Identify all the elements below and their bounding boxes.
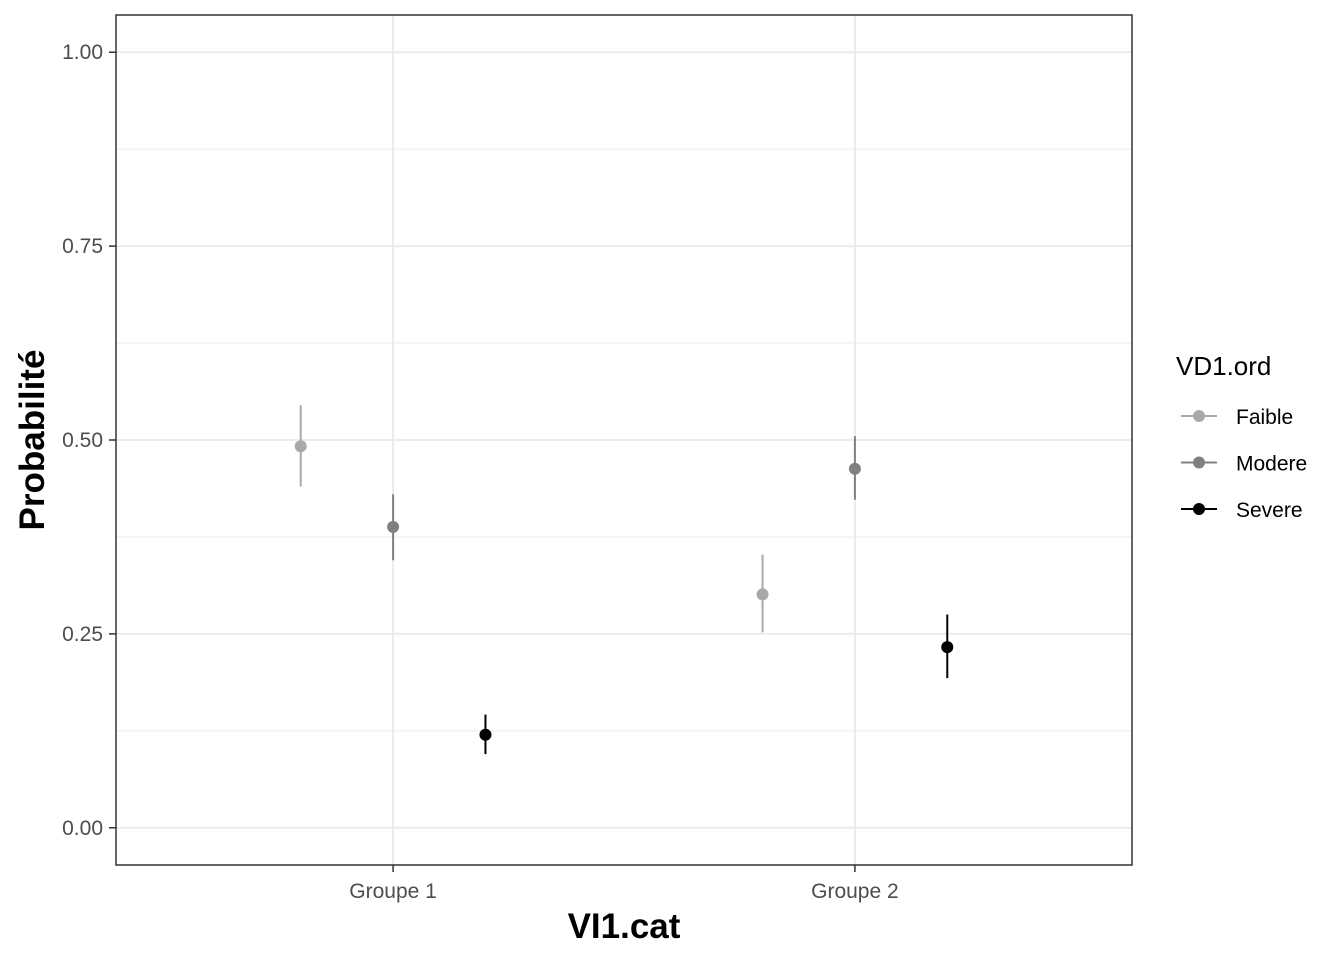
legend-label: Severe [1236,499,1303,522]
y-tick-label: 0.75 [62,235,103,258]
x-tick-label: Groupe 2 [811,880,899,903]
data-point [387,520,400,533]
y-tick-label: 0.50 [62,429,103,452]
legend-label: Faible [1236,406,1293,429]
x-axis-title: VI1.cat [568,907,681,946]
y-tick-label: 0.00 [62,817,103,840]
grid-minor [116,148,1132,732]
legend-key-point [1193,456,1205,469]
legend: VD1.ord Faible Modere Severe [1176,351,1307,522]
y-tick-label: 1.00 [62,41,103,64]
x-tick-label: Groupe 1 [349,880,437,903]
legend-items: Faible Modere Severe [1181,406,1307,522]
legend-key-point [1193,503,1205,515]
data-point [941,641,954,654]
legend-key-point [1193,410,1205,422]
tick-labels: 0.00 0.25 0.50 0.75 1.00 Groupe 1 Groupe 2 [62,41,899,903]
y-axis-title: Probabilité [13,350,52,531]
legend-title: VD1.ord [1176,351,1271,381]
axis-ticks [109,51,856,872]
data-point [756,588,769,601]
legend-label: Modere [1236,453,1307,476]
data-point [479,728,492,741]
y-tick-label: 0.25 [62,623,103,646]
data-layer [294,405,954,755]
data-point [294,440,307,453]
data-point [848,462,861,475]
